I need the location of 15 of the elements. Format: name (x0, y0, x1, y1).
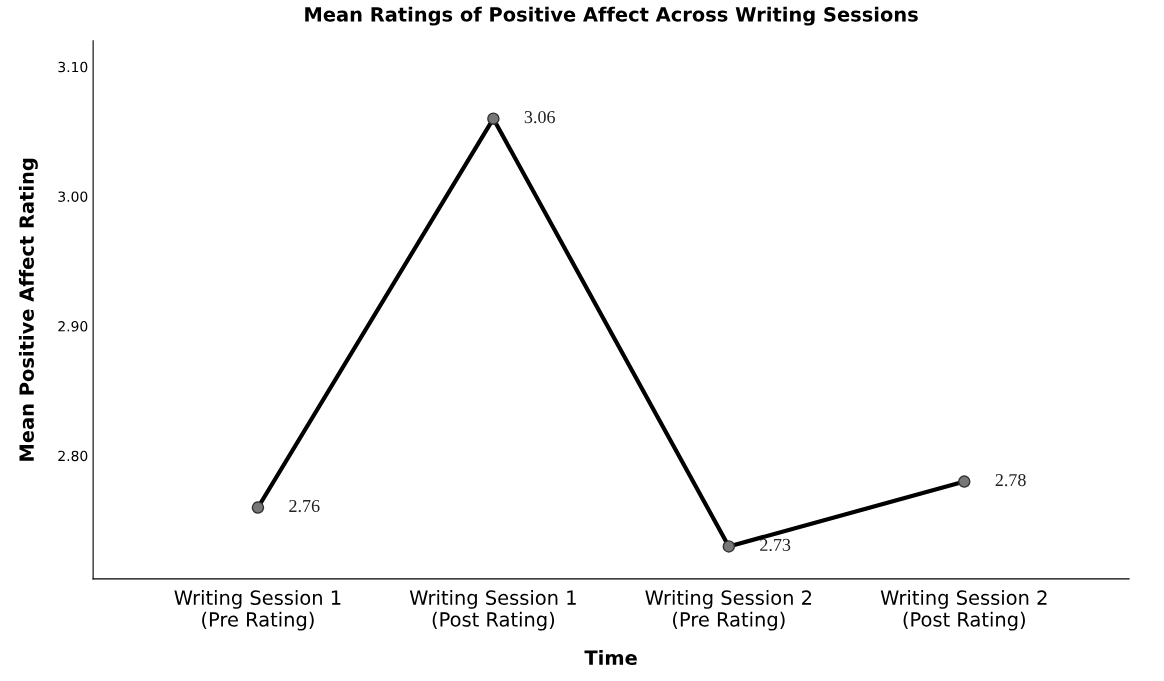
y-axis-title: Mean Positive Affect Rating (18, 158, 38, 461)
y-tick-label: 2.80 (58, 450, 88, 462)
y-tick-label: 3.10 (58, 61, 88, 73)
data-label: 2.76 (289, 499, 320, 513)
data-label: 2.78 (995, 473, 1026, 487)
x-tick-label: Writing Session 1 (Post Rating) (409, 589, 576, 631)
x-axis-title: Time (584, 650, 637, 666)
data-label: 2.73 (760, 538, 791, 552)
data-label: 3.06 (524, 110, 555, 124)
y-tick-label: 2.90 (58, 321, 88, 332)
y-tick-label: 3.00 (58, 191, 88, 202)
x-tick-label: Writing Session 2 (Post Rating) (880, 589, 1047, 631)
x-tick-label: Writing Session 1 (Pre Rating) (174, 589, 341, 631)
x-tick-label: Writing Session 2 (Pre Rating) (645, 589, 812, 631)
chart-title: Mean Ratings of Positive Affect Across Writing Sessions (305, 6, 918, 26)
